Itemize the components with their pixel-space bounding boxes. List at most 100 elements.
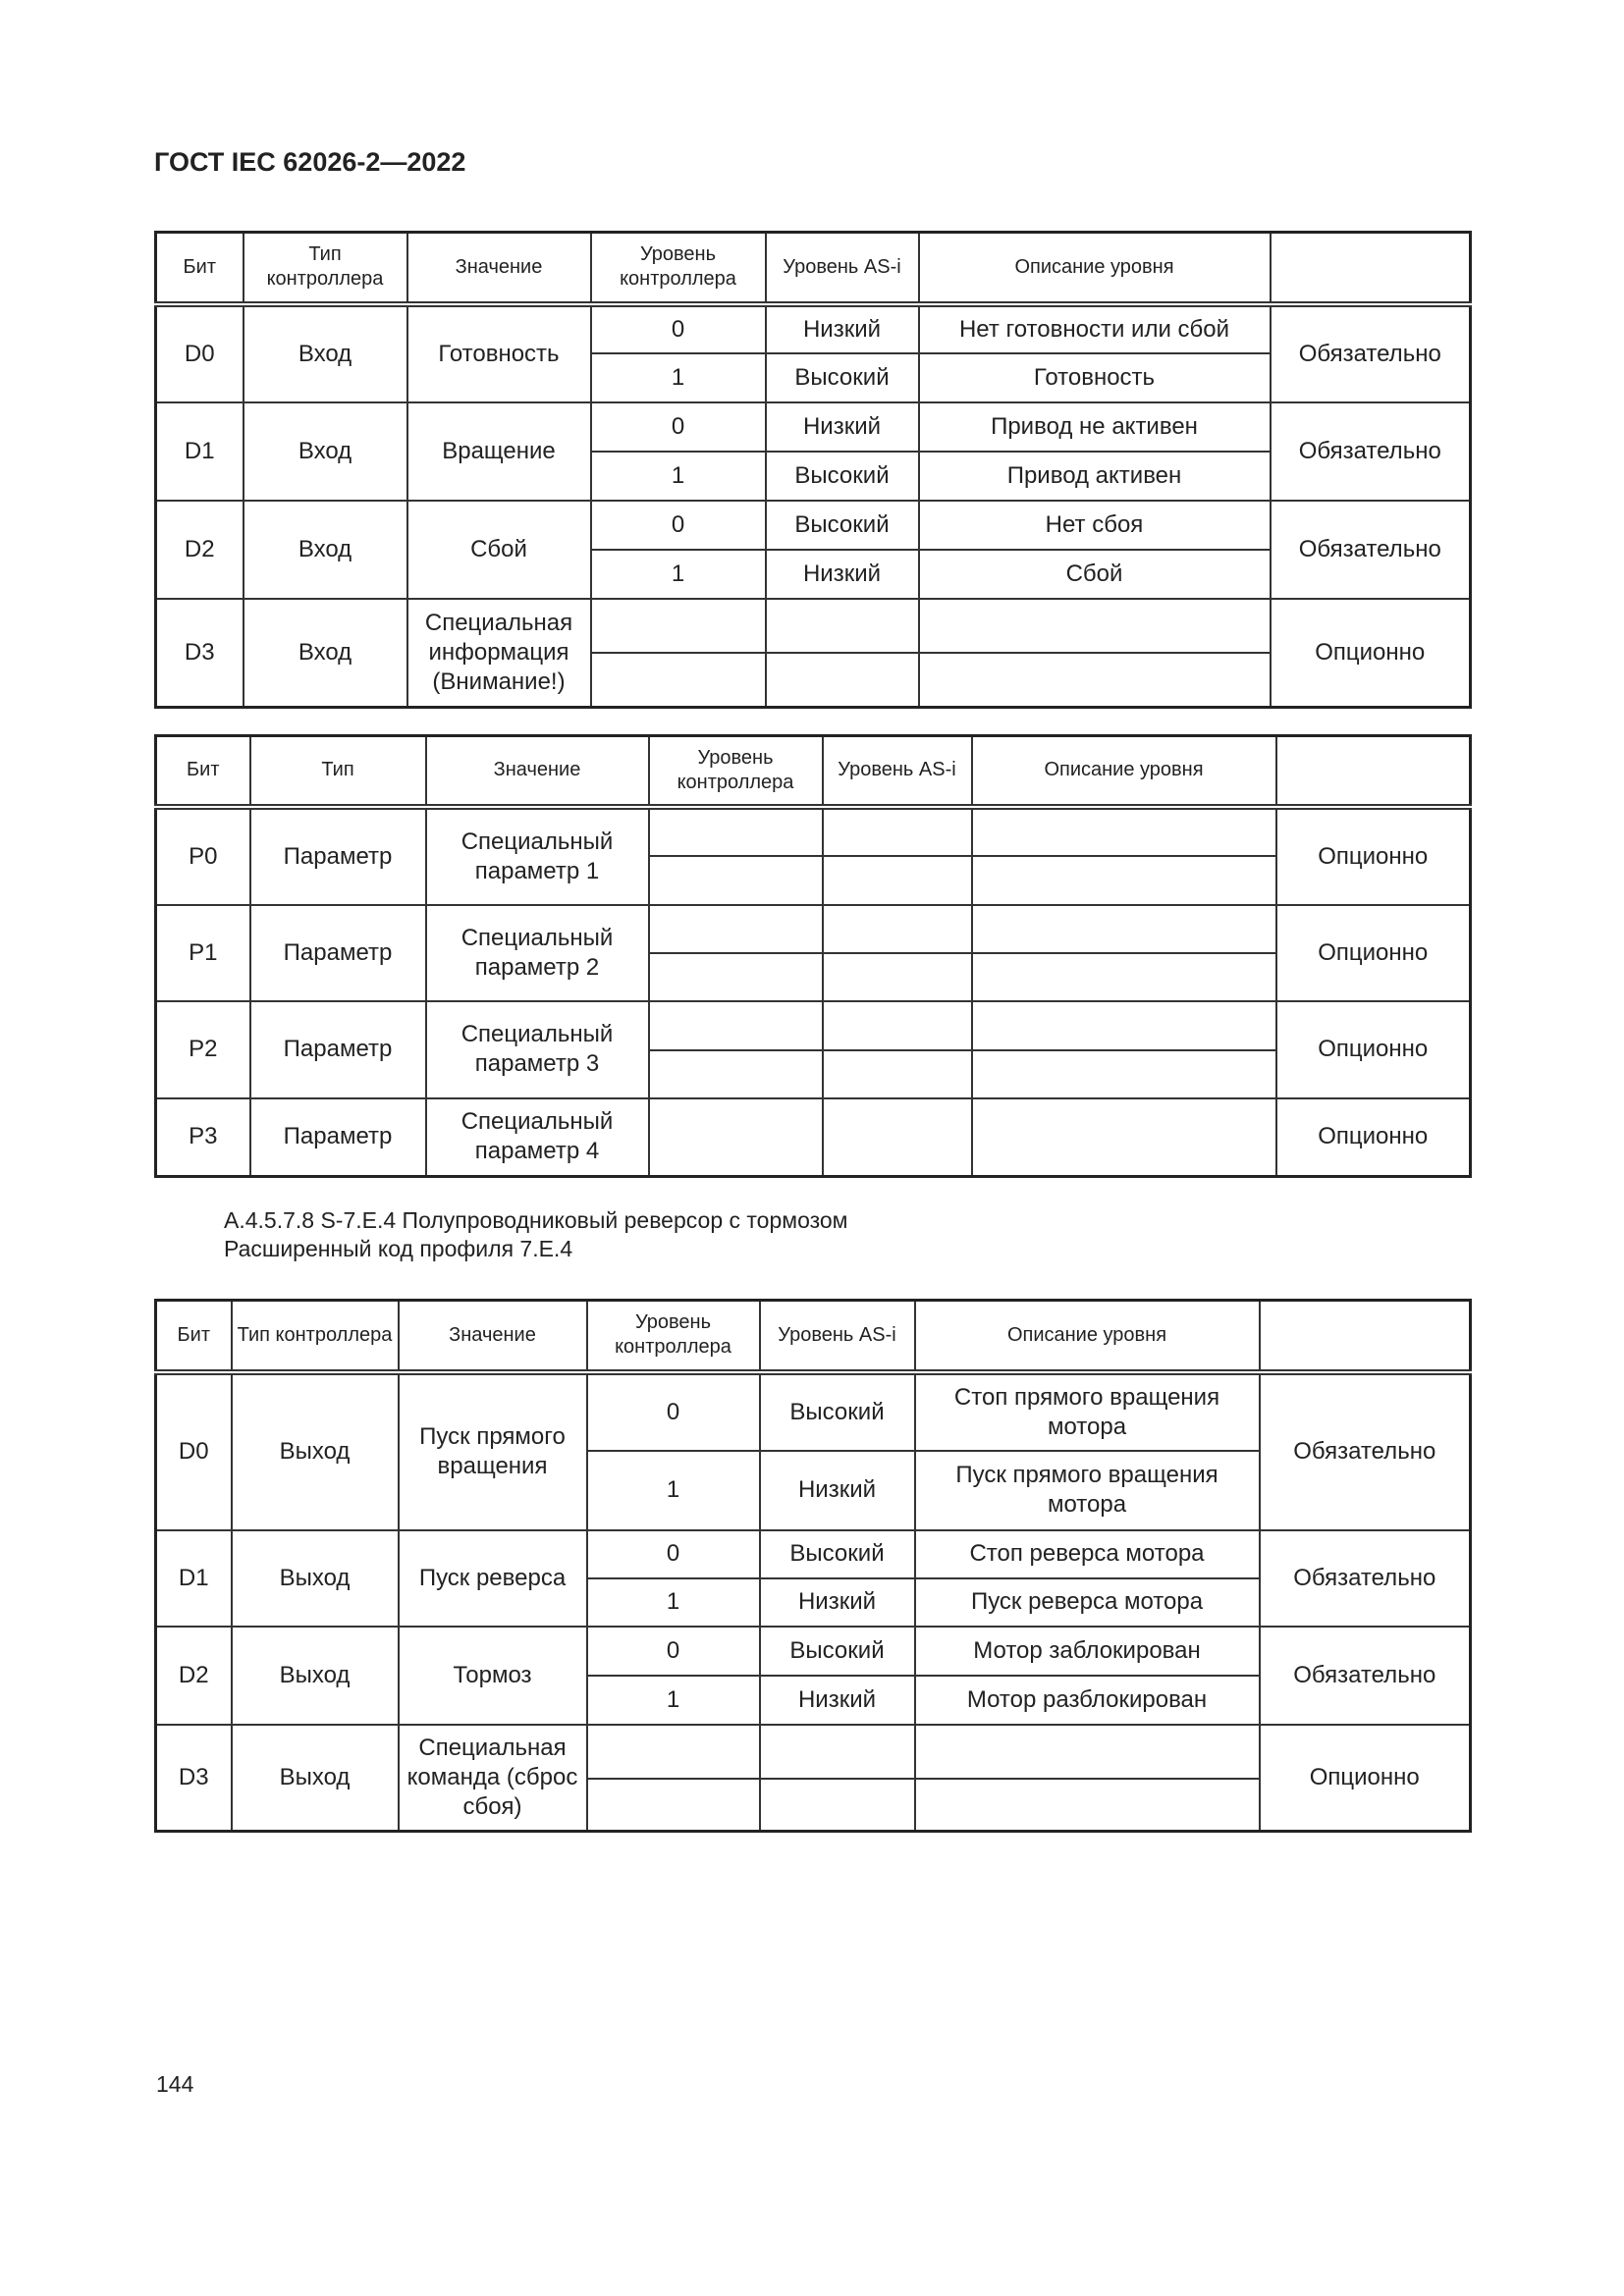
meaning-cell: Тормоз [397, 1625, 588, 1726]
column-header: Тип контроллера [230, 1299, 400, 1375]
bit-cell: P2 [154, 999, 251, 1099]
type-cell: Выход [230, 1723, 400, 1833]
table-row: 1 Низкий Мотор разблокирован [156, 1674, 1471, 1726]
header-row: Бит Тип контроллера Значение Уровень контро… [154, 1299, 1472, 1375]
level-description-cell [917, 597, 1272, 654]
header-row: Бит Тип контроллера Значение Уровень контро… [154, 231, 1472, 307]
level-description-cell [970, 1096, 1277, 1178]
asi-level-cell: Низкий [758, 1576, 916, 1628]
bit-cell: D3 [154, 1723, 233, 1833]
controller-level-cell [585, 1723, 761, 1780]
asi-level-cell: Высокий [764, 499, 920, 551]
table-row: D1 Вход Вращение 0 Низкий Привод не активен Об… [154, 400, 1472, 502]
meaning-cell: Пуск прямого вращения [397, 1370, 588, 1531]
controller-level-cell: 0 [585, 1528, 761, 1579]
table-row: 1 Низкий Пуск прямого вращения мотора [156, 1449, 1471, 1531]
bit-cell: D0 [154, 1370, 233, 1531]
meaning-cell: Специальный параметр 4 [424, 1096, 650, 1178]
level-description-cell [913, 1777, 1261, 1833]
level-description-cell: Привод активен [917, 450, 1272, 502]
table-row: D3 Вход Специальная информация (Внимание!)… [154, 597, 1472, 709]
level-description-cell [913, 1723, 1261, 1780]
type-cell: Параметр [248, 1096, 427, 1178]
table-row: P0 Параметр Специальный параметр 1 Опционно [154, 805, 1472, 906]
asi-level-cell: Низкий [764, 400, 920, 453]
controller-level-cell [647, 854, 824, 906]
requirement-cell: Опционно [1274, 903, 1472, 1002]
level-description-cell [970, 1048, 1277, 1099]
controller-level-cell [589, 651, 767, 709]
column-header: Описание уровня [913, 1299, 1261, 1375]
level-description-cell: Нет готовности или сбой [917, 302, 1272, 354]
asi-level-cell: Высокий [758, 1625, 916, 1677]
controller-level-cell: 0 [589, 302, 767, 354]
table-row: D1 Выход Пуск реверса 0 Высокий Стоп реверса … [154, 1528, 1472, 1628]
level-description-cell: Готовность [917, 351, 1272, 403]
type-cell: Выход [230, 1528, 400, 1628]
level-description-cell: Привод не активен [917, 400, 1272, 453]
type-cell: Вход [242, 499, 408, 600]
asi-level-cell: Низкий [758, 1674, 916, 1726]
controller-level-cell: 1 [585, 1576, 761, 1628]
column-header: Уровень контроллера [647, 734, 824, 810]
requirement-cell: Опционно [1269, 597, 1472, 709]
column-header: Уровень AS-i [764, 231, 920, 307]
asi-level-cell: Низкий [764, 548, 920, 600]
controller-level-cell [647, 999, 824, 1051]
meaning-cell: Специальный параметр 1 [424, 805, 650, 906]
table-row: 1 Низкий Сбой [156, 548, 1471, 600]
table-row [156, 1777, 1471, 1833]
level-description-cell: Мотор разблокирован [913, 1674, 1261, 1726]
level-description-cell [970, 903, 1277, 954]
asi-level-cell [764, 651, 920, 709]
table-row: D0 Выход Пуск прямого вращения 0 Высокий Стоп… [154, 1370, 1472, 1531]
column-header: Значение [406, 231, 592, 307]
requirement-cell: Опционно [1274, 805, 1472, 906]
type-cell: Параметр [248, 805, 427, 906]
column-header: Описание уровня [970, 734, 1277, 810]
level-description-cell [917, 651, 1272, 709]
table-row: D2 Вход Сбой 0 Высокий Нет сбоя Обязательно [154, 499, 1472, 600]
controller-level-cell [647, 805, 824, 857]
table-row: D2 Выход Тормоз 0 Высокий Мотор заблокирован О… [154, 1625, 1472, 1726]
controller-level-cell: 1 [589, 450, 767, 502]
table-row: 1 Высокий Готовность [156, 351, 1471, 403]
table-row [156, 854, 1471, 906]
asi-level-cell [821, 1096, 973, 1178]
asi-level-cell: Высокий [764, 351, 920, 403]
table-row: 1 Низкий Пуск реверса мотора [156, 1576, 1471, 1628]
meaning-cell: Специальный параметр 2 [424, 903, 650, 1002]
table-row [156, 1048, 1471, 1099]
page-number: 144 [156, 2071, 194, 2097]
requirement-cell: Обязательно [1269, 499, 1472, 600]
controller-level-cell: 0 [589, 400, 767, 453]
asi-level-cell [821, 805, 973, 857]
meaning-cell: Пуск реверса [397, 1528, 588, 1628]
table-row: P3 Параметр Специальный параметр 4 Опционно [154, 1096, 1472, 1178]
controller-level-cell [647, 951, 824, 1002]
type-cell: Выход [230, 1370, 400, 1531]
column-header: Уровень контроллера [589, 231, 767, 307]
asi-level-cell: Высокий [758, 1528, 916, 1579]
type-cell: Выход [230, 1625, 400, 1726]
level-description-cell: Сбой [917, 548, 1272, 600]
asi-level-cell [758, 1723, 916, 1780]
type-cell: Вход [242, 597, 408, 709]
meaning-cell: Специальный параметр 3 [424, 999, 650, 1099]
requirement-cell: Обязательно [1258, 1370, 1472, 1531]
asi-level-cell [764, 597, 920, 654]
controller-level-cell [647, 903, 824, 954]
bit-cell: D2 [154, 1625, 233, 1726]
column-header: Уровень AS-i [758, 1299, 916, 1375]
column-header [1258, 1299, 1472, 1375]
table-row: P2 Параметр Специальный параметр 3 Опционно [154, 999, 1472, 1099]
bit-table-2: Бит Тип Значение Уровень контроллера Уровень… [154, 734, 1472, 1178]
table-row [156, 651, 1471, 709]
level-description-cell: Пуск реверса мотора [913, 1576, 1261, 1628]
column-header [1274, 734, 1472, 810]
bit-cell: P3 [154, 1096, 251, 1178]
controller-level-cell: 1 [585, 1449, 761, 1531]
controller-level-cell: 1 [589, 351, 767, 403]
controller-level-cell: 1 [589, 548, 767, 600]
